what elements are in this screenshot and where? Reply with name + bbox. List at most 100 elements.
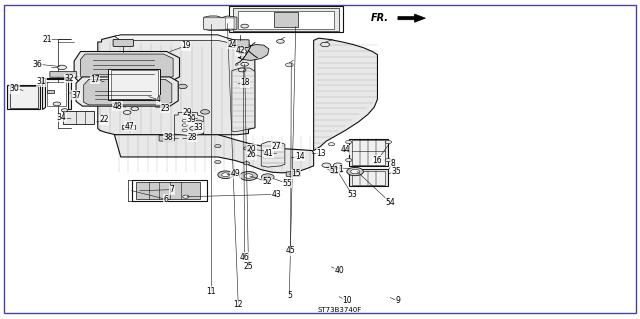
FancyBboxPatch shape — [204, 18, 225, 29]
Text: 41: 41 — [264, 149, 274, 158]
FancyBboxPatch shape — [47, 90, 54, 93]
Circle shape — [200, 110, 209, 114]
Text: 38: 38 — [164, 133, 173, 142]
Circle shape — [347, 167, 364, 176]
Text: 9: 9 — [396, 296, 401, 305]
Circle shape — [346, 140, 352, 144]
Text: 13: 13 — [316, 149, 326, 158]
Circle shape — [53, 102, 61, 106]
Text: 37: 37 — [71, 91, 81, 100]
Text: 40: 40 — [334, 266, 344, 275]
Circle shape — [261, 174, 274, 180]
Text: 21: 21 — [43, 35, 52, 44]
Circle shape — [333, 169, 339, 172]
Polygon shape — [84, 79, 172, 105]
FancyBboxPatch shape — [7, 85, 40, 109]
Text: 42: 42 — [236, 46, 245, 56]
FancyBboxPatch shape — [229, 6, 343, 33]
Text: 29: 29 — [182, 108, 192, 117]
FancyBboxPatch shape — [286, 172, 300, 176]
Circle shape — [214, 160, 221, 164]
Circle shape — [61, 109, 68, 112]
Circle shape — [239, 172, 257, 181]
Text: 18: 18 — [240, 78, 250, 87]
Text: 6: 6 — [163, 195, 168, 204]
Circle shape — [321, 42, 330, 47]
Text: 36: 36 — [33, 60, 43, 69]
Text: 53: 53 — [347, 190, 357, 199]
Text: 28: 28 — [188, 133, 197, 142]
Polygon shape — [174, 113, 204, 136]
Polygon shape — [74, 51, 179, 83]
FancyBboxPatch shape — [159, 135, 174, 141]
Text: 45: 45 — [285, 247, 296, 256]
Circle shape — [221, 173, 229, 177]
Polygon shape — [98, 35, 255, 135]
Text: 12: 12 — [234, 300, 243, 309]
Circle shape — [385, 140, 392, 144]
Text: 5: 5 — [287, 291, 292, 300]
Text: 35: 35 — [392, 167, 401, 176]
Circle shape — [241, 24, 248, 28]
Circle shape — [241, 62, 248, 66]
Circle shape — [182, 195, 189, 198]
Polygon shape — [115, 35, 255, 49]
Circle shape — [131, 107, 139, 111]
Circle shape — [243, 162, 250, 165]
Circle shape — [385, 159, 392, 162]
Circle shape — [195, 120, 202, 124]
FancyBboxPatch shape — [233, 8, 339, 31]
Polygon shape — [314, 38, 378, 151]
Polygon shape — [81, 54, 173, 81]
Text: 30: 30 — [10, 85, 20, 93]
Text: 15: 15 — [291, 169, 301, 178]
FancyBboxPatch shape — [349, 169, 388, 187]
Text: 33: 33 — [194, 122, 204, 132]
Text: 54: 54 — [385, 198, 395, 207]
Polygon shape — [76, 77, 178, 106]
Text: 25: 25 — [244, 262, 253, 271]
Circle shape — [330, 167, 342, 174]
Text: 11: 11 — [207, 287, 216, 296]
Polygon shape — [214, 16, 237, 31]
Text: 20: 20 — [247, 145, 257, 154]
Circle shape — [333, 163, 342, 167]
Text: 39: 39 — [186, 115, 196, 124]
Polygon shape — [204, 16, 229, 31]
FancyBboxPatch shape — [216, 18, 234, 29]
FancyBboxPatch shape — [108, 69, 161, 100]
FancyBboxPatch shape — [63, 111, 94, 124]
Circle shape — [218, 171, 233, 179]
Text: 26: 26 — [247, 150, 257, 159]
Circle shape — [182, 120, 187, 122]
Circle shape — [342, 148, 349, 152]
FancyBboxPatch shape — [113, 40, 134, 47]
FancyBboxPatch shape — [238, 11, 334, 29]
Text: 27: 27 — [272, 142, 282, 151]
Text: 49: 49 — [231, 169, 241, 178]
FancyBboxPatch shape — [352, 171, 385, 185]
FancyBboxPatch shape — [352, 140, 385, 165]
FancyBboxPatch shape — [230, 40, 249, 48]
Text: 43: 43 — [272, 190, 282, 199]
Text: 24: 24 — [227, 40, 237, 49]
FancyBboxPatch shape — [349, 138, 388, 167]
Text: ST73B3740F: ST73B3740F — [317, 308, 362, 313]
Text: 51: 51 — [329, 166, 339, 175]
Polygon shape — [261, 142, 285, 167]
Text: 48: 48 — [113, 102, 122, 111]
Text: 1: 1 — [338, 165, 343, 174]
Text: 4: 4 — [156, 95, 161, 104]
Circle shape — [322, 163, 331, 167]
Text: 10: 10 — [342, 296, 351, 305]
Polygon shape — [42, 78, 71, 109]
FancyBboxPatch shape — [132, 180, 207, 201]
Text: 23: 23 — [160, 104, 170, 113]
FancyBboxPatch shape — [10, 86, 38, 108]
Circle shape — [351, 169, 360, 174]
Circle shape — [238, 68, 246, 72]
Circle shape — [182, 129, 187, 131]
Polygon shape — [238, 45, 269, 60]
Text: 52: 52 — [263, 177, 273, 186]
Circle shape — [285, 63, 293, 67]
